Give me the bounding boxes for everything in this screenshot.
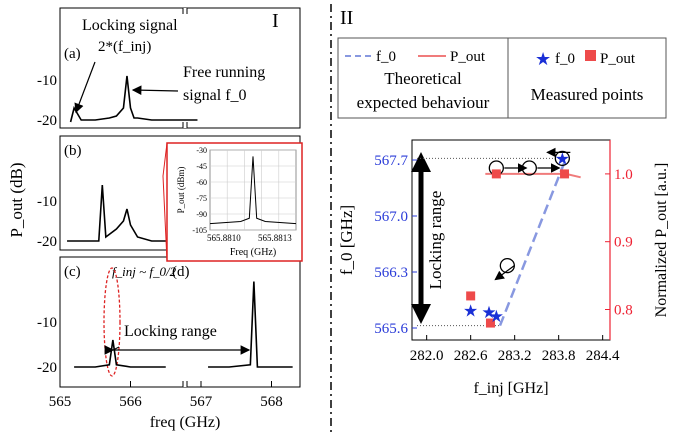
subplot-a-frame bbox=[59, 7, 301, 129]
measured-pout-point bbox=[491, 169, 501, 179]
panel-I-x-ticks: 565 566 567 568 bbox=[49, 381, 283, 410]
y-right-tick-label: 0.9 bbox=[614, 235, 633, 251]
y-left-tick-label: 566.3 bbox=[374, 265, 408, 281]
y-right-tick-label: 1.0 bbox=[614, 167, 633, 183]
spectrum-trace-c bbox=[74, 339, 166, 368]
y-left-tick-label: 567.7 bbox=[374, 153, 408, 169]
arrow-locking-signal bbox=[74, 61, 96, 114]
inset: -30 -45 -60 -75 -90 -105 P_out (dBm) 565.8810… bbox=[162, 142, 303, 262]
measured-f0-point: ★ bbox=[481, 303, 496, 322]
measured-f0-point: ★ bbox=[463, 301, 478, 320]
y-tick-label-b: -20 bbox=[37, 234, 57, 250]
measured-f0-point: ★ bbox=[555, 149, 570, 168]
x-tick-label: 284.4 bbox=[586, 348, 620, 364]
spectrum-trace-a bbox=[69, 75, 198, 123]
legend-theory-caption-1: Theoretical bbox=[384, 69, 462, 88]
panel-II-axes: 282.0 282.6 283.2 283.8 284.4 567.7 567.0 566.3… bbox=[374, 153, 633, 364]
annotation-locking-range-II: Locking range bbox=[426, 191, 445, 290]
annotation-signal-f0: signal f_0 bbox=[183, 87, 247, 104]
x-tick-label: 567 bbox=[190, 394, 213, 410]
panel-II-ylabel-right: Normalized P_out [a.u.] bbox=[653, 163, 670, 318]
panel-I-xlabel: freq (GHz) bbox=[150, 414, 221, 431]
y-tick-label-c: -10 bbox=[37, 315, 57, 331]
inset-x-tick-2: 565.8813 bbox=[258, 233, 292, 243]
locking-range-arrowhead-up bbox=[411, 152, 431, 172]
theory-f0-line bbox=[498, 157, 568, 327]
legend-measured-pout-label: P_out bbox=[600, 51, 636, 67]
x-tick-label: 568 bbox=[260, 394, 283, 410]
subpanel-b-tag: (b) bbox=[64, 143, 82, 159]
inset-y-tick-label: -75 bbox=[196, 194, 207, 203]
annotation-free-running: Free running bbox=[183, 64, 265, 81]
y-tick-label-a: -20 bbox=[37, 113, 57, 129]
direction-circle bbox=[554, 150, 570, 167]
locking-ellipse bbox=[103, 267, 121, 377]
panel-I-traces bbox=[67, 75, 293, 368]
direction-circle bbox=[499, 257, 515, 274]
annotation-locking-range-I: Locking range bbox=[124, 323, 217, 340]
panel-II-xlabel: f_inj [GHz] bbox=[473, 380, 548, 397]
inset-x-tick-1: 565.8810 bbox=[207, 233, 241, 243]
inset-y-tick-label: -90 bbox=[196, 210, 207, 219]
inset-frame bbox=[166, 142, 303, 262]
inset-xlabel: Freq (GHz) bbox=[230, 247, 276, 258]
x-tick-label: 282.0 bbox=[410, 348, 444, 364]
annotation-2finj: 2*(f_inj) bbox=[98, 39, 151, 55]
y-tick-label-a: -10 bbox=[37, 73, 57, 89]
panel-I-label: I bbox=[272, 10, 279, 32]
panel-I: I -10 -20 -10 -20 -10 -20 P_out (dB) 565… bbox=[7, 7, 303, 431]
locking-range-arrowhead-down bbox=[411, 304, 431, 324]
legend-theory-pout-label: P_out bbox=[450, 49, 486, 65]
inset-y-tick-label: -45 bbox=[196, 162, 207, 171]
measured-pout-point bbox=[560, 169, 570, 179]
spectrum-trace-b bbox=[67, 184, 194, 242]
panel-II-ylabel-left: f_0 [GHz] bbox=[337, 205, 356, 275]
inset-spectrum bbox=[209, 156, 297, 225]
measured-pout-point bbox=[466, 291, 476, 301]
spectrum-trace-d bbox=[208, 281, 293, 368]
legend-measured-f0-label: f_0 bbox=[555, 51, 575, 67]
measured-f0-point: ★ bbox=[489, 307, 504, 326]
inset-ylabel: P_out (dBm) bbox=[176, 167, 186, 214]
annotation-locking-signal: Locking signal bbox=[82, 17, 178, 34]
legend-measured-caption: Measured points bbox=[531, 85, 644, 104]
inset-y-tick-label: -30 bbox=[196, 146, 207, 155]
arrow-free-running bbox=[131, 85, 179, 95]
legend-measured-pout-marker bbox=[585, 50, 596, 61]
inset-y-ticks: -30 -45 -60 -75 -90 -105 bbox=[192, 146, 207, 235]
annotation-finj-f0-half: f_inj ~ f_0/2 bbox=[112, 264, 177, 279]
y-tick-label-c: -20 bbox=[37, 360, 57, 376]
inset-trace bbox=[209, 156, 297, 225]
subpanel-c-tag: (c) bbox=[64, 264, 81, 280]
y-left-tick-label: 567.0 bbox=[374, 209, 408, 225]
panel-II-label: II bbox=[340, 7, 353, 29]
y-right-tick-label: 0.8 bbox=[614, 302, 633, 318]
x-tick-label: 566 bbox=[119, 394, 142, 410]
legend-box bbox=[337, 37, 667, 119]
y-left-tick-label: 565.6 bbox=[374, 321, 408, 337]
inset-grid bbox=[210, 149, 296, 231]
inset-y-tick-label: -105 bbox=[192, 226, 207, 235]
y-tick-label-b: -10 bbox=[37, 194, 57, 210]
x-tick-label: 283.8 bbox=[542, 348, 576, 364]
panel-II-data: ★ ★★★ bbox=[417, 147, 581, 328]
subpanel-a-tag: (a) bbox=[64, 46, 81, 62]
x-tick-label: 283.2 bbox=[498, 348, 532, 364]
panel-II: II f_0 P_out Theoretical expected behavi… bbox=[337, 7, 670, 397]
legend-measured-f0-marker: ★ bbox=[535, 49, 551, 69]
x-tick-label: 565 bbox=[49, 394, 72, 410]
measured-pout-point bbox=[485, 318, 495, 328]
legend-theory-f0-label: f_0 bbox=[376, 49, 396, 65]
inset-y-tick-label: -60 bbox=[196, 178, 207, 187]
direction-arrow bbox=[494, 265, 515, 281]
subpanel-d-tag: (d) bbox=[172, 264, 190, 280]
legend-theory-caption-2: expected behaviour bbox=[357, 93, 490, 112]
x-tick-label: 282.6 bbox=[454, 348, 488, 364]
panel-I-ylabel: P_out (dB) bbox=[7, 162, 26, 237]
